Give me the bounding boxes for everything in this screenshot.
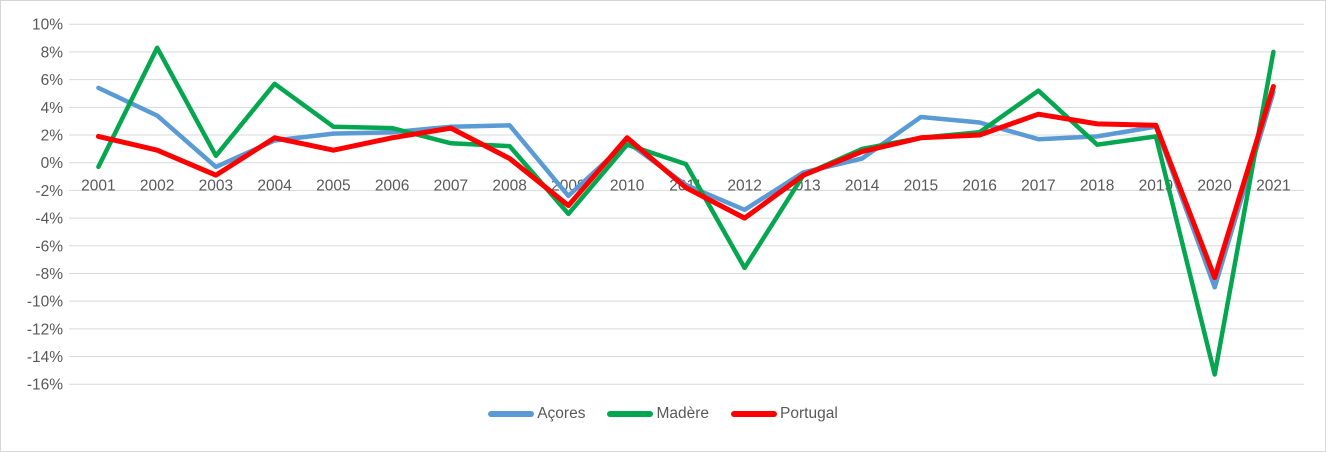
x-axis-label: 2006	[375, 178, 409, 195]
y-axis-label: -2%	[35, 183, 63, 200]
y-axis-label: -6%	[35, 238, 63, 255]
y-axis-label: 6%	[41, 72, 64, 89]
series-line-madere	[96, 45, 1276, 377]
x-axis-label: 2020	[1197, 178, 1232, 195]
x-axis-label: 2002	[140, 178, 174, 195]
legend-label-acores: Açores	[537, 405, 586, 422]
y-axis-label: -10%	[27, 294, 63, 311]
legend-label-portugal: Portugal	[780, 405, 838, 422]
legend-swatch-acores	[488, 411, 535, 417]
y-axis-label: -12%	[27, 321, 63, 338]
legend-item-acores[interactable]: Açores	[488, 405, 585, 423]
x-axis-label: 2004	[257, 178, 292, 195]
x-axis-label: 2017	[1021, 178, 1055, 195]
legend-label-madere: Madère	[656, 405, 710, 422]
y-axis-label: -4%	[35, 211, 63, 228]
x-axis-label: 2005	[316, 178, 350, 195]
x-axis-label: 2012	[727, 178, 761, 195]
legend-swatch-madere	[607, 411, 654, 417]
chart-legend: Açores Madère Portugal	[1, 405, 1325, 423]
y-axis-label: 4%	[41, 100, 64, 117]
x-axis-label: 2016	[962, 178, 996, 195]
y-axis-label: 8%	[41, 44, 64, 61]
y-axis-label: 0%	[41, 155, 64, 172]
x-axis-label: 2003	[199, 178, 233, 195]
x-axis-label: 2021	[1256, 178, 1290, 195]
x-axis-label: 2001	[81, 178, 115, 195]
x-axis-label: 2015	[904, 178, 938, 195]
y-axis-label: 2%	[41, 128, 64, 145]
y-axis-label: -8%	[35, 266, 63, 283]
series-line-portugal	[95, 84, 1276, 281]
legend-item-madere[interactable]: Madère	[607, 405, 709, 423]
legend-item-portugal[interactable]: Portugal	[731, 405, 838, 423]
x-axis-label: 2019	[1139, 178, 1173, 195]
x-axis-label: 2014	[845, 178, 880, 195]
y-axis-label: -16%	[27, 377, 63, 394]
x-axis-label: 2008	[492, 178, 526, 195]
y-axis-label: 10%	[32, 17, 63, 34]
x-axis-label: 2010	[610, 178, 645, 195]
x-axis-label: 2007	[434, 178, 468, 195]
y-axis-label: -14%	[27, 349, 63, 366]
legend-swatch-portugal	[731, 411, 778, 417]
x-axis-label: 2018	[1080, 178, 1114, 195]
